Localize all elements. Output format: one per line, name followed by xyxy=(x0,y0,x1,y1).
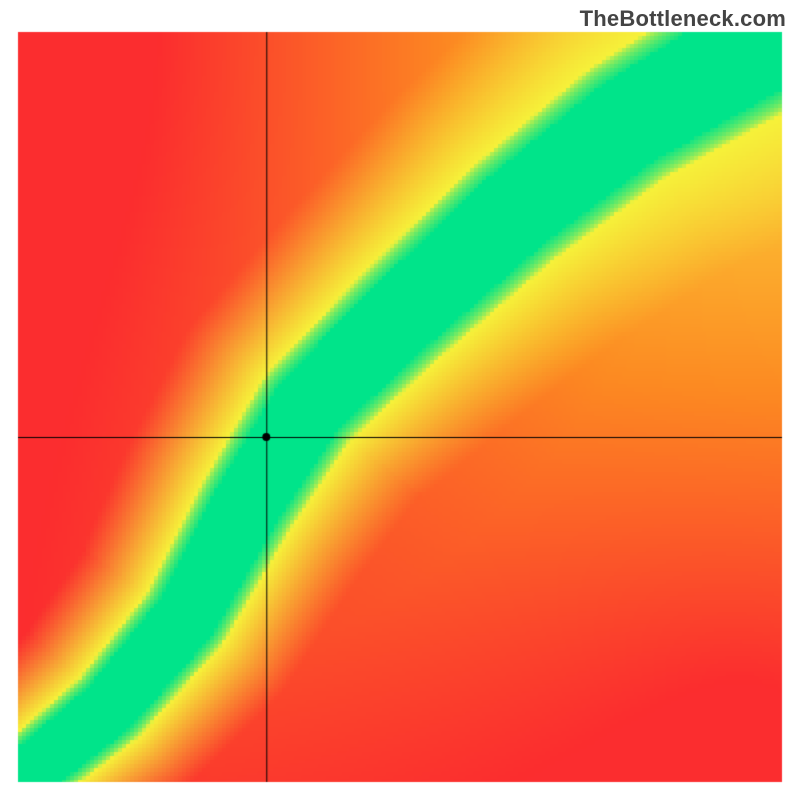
watermark-text: TheBottleneck.com xyxy=(580,6,786,32)
chart-container: { "watermark": "TheBottleneck.com", "cha… xyxy=(0,0,800,800)
heatmap-canvas xyxy=(0,0,800,800)
